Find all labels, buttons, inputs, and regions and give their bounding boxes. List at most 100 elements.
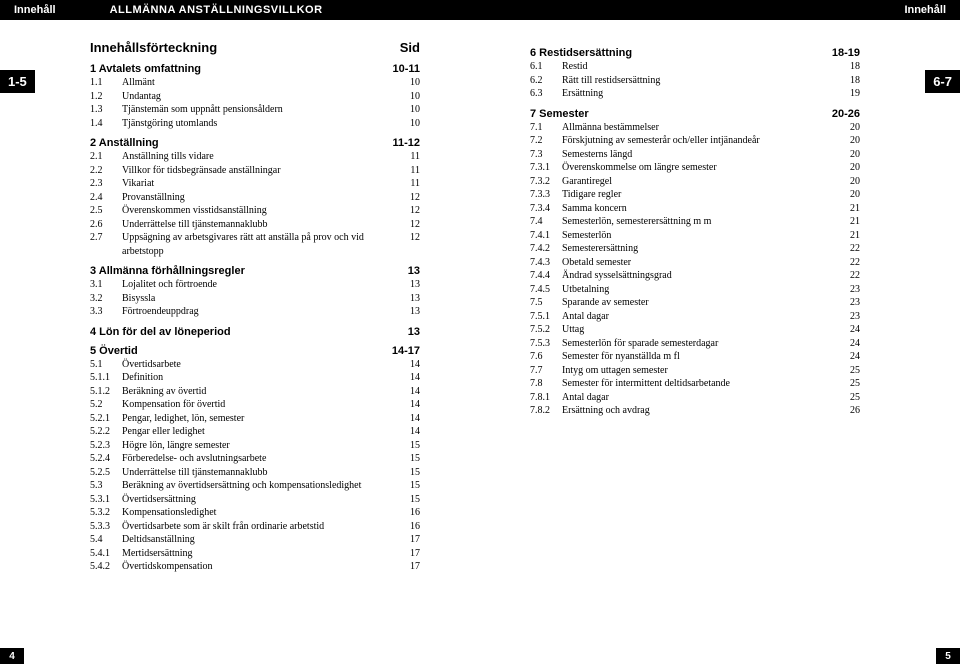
header-right: Innehåll bbox=[904, 4, 960, 16]
section-page: 18-19 bbox=[832, 47, 860, 59]
item-number: 7.2 bbox=[530, 134, 562, 148]
item-page: 10 bbox=[390, 90, 420, 104]
section-title: 3 Allmänna förhållningsregler bbox=[90, 265, 245, 277]
toc-item: 5.3Beräkning av övertidsersättning och k… bbox=[90, 479, 420, 493]
toc-item: 5.2.2Pengar eller ledighet14 bbox=[90, 425, 420, 439]
item-text: Överenskommen visstidsanställning bbox=[122, 204, 390, 218]
item-page: 21 bbox=[830, 229, 860, 243]
item-page: 23 bbox=[830, 310, 860, 324]
item-text: Intyg om uttagen semester bbox=[562, 364, 830, 378]
item-text: Semester för nyanställda m fl bbox=[562, 350, 830, 364]
toc-item: 5.2.3Högre lön, längre semester15 bbox=[90, 439, 420, 453]
toc-sid: Sid bbox=[400, 40, 420, 55]
item-page: 12 bbox=[390, 204, 420, 218]
item-page: 15 bbox=[390, 452, 420, 466]
toc-item: 5.1Övertidsarbete14 bbox=[90, 358, 420, 372]
item-page: 20 bbox=[830, 121, 860, 135]
item-text: Definition bbox=[122, 371, 390, 385]
item-page: 13 bbox=[390, 278, 420, 292]
item-text: Lojalitet och förtroende bbox=[122, 278, 390, 292]
item-text: Uppsägning av arbetsgivares rätt att ans… bbox=[122, 231, 390, 258]
item-page: 25 bbox=[830, 364, 860, 378]
item-page: 12 bbox=[390, 218, 420, 232]
tab-right: 6-7 bbox=[925, 70, 960, 93]
item-number: 2.3 bbox=[90, 177, 122, 191]
item-number: 5.3.2 bbox=[90, 506, 122, 520]
toc-item: 5.1.1Definition14 bbox=[90, 371, 420, 385]
toc-item: 3.1Lojalitet och förtroende13 bbox=[90, 278, 420, 292]
item-number: 5.3.1 bbox=[90, 493, 122, 507]
item-text: Ersättning och avdrag bbox=[562, 404, 830, 418]
item-text: Uttag bbox=[562, 323, 830, 337]
toc-item: 7.7Intyg om uttagen semester25 bbox=[530, 364, 860, 378]
item-text: Beräkning av övertid bbox=[122, 385, 390, 399]
item-number: 7.4.5 bbox=[530, 283, 562, 297]
item-text: Kompensationsledighet bbox=[122, 506, 390, 520]
item-page: 26 bbox=[830, 404, 860, 418]
item-number: 7.3.1 bbox=[530, 161, 562, 175]
toc-item: 2.5Överenskommen visstidsanställning12 bbox=[90, 204, 420, 218]
item-text: Semester för intermittent deltidsarbetan… bbox=[562, 377, 830, 391]
item-number: 7.4.2 bbox=[530, 242, 562, 256]
item-text: Deltidsanställning bbox=[122, 533, 390, 547]
section-page: 13 bbox=[408, 326, 420, 338]
section-title: 2 Anställning bbox=[90, 137, 159, 149]
item-text: Förberedelse- och avslutningsarbete bbox=[122, 452, 390, 466]
item-page: 11 bbox=[390, 177, 420, 191]
toc-item: 7.4.1Semesterlön21 bbox=[530, 229, 860, 243]
item-text: Rätt till restidsersättning bbox=[562, 74, 830, 88]
toc-item: 7.5.1Antal dagar23 bbox=[530, 310, 860, 324]
section-title: 6 Restidsersättning bbox=[530, 47, 632, 59]
toc-item: 1.1Allmänt10 bbox=[90, 76, 420, 90]
toc-item: 7.5.2Uttag24 bbox=[530, 323, 860, 337]
item-page: 23 bbox=[830, 296, 860, 310]
item-text: Antal dagar bbox=[562, 310, 830, 324]
item-page: 24 bbox=[830, 337, 860, 351]
toc-item: 7.5.3Semesterlön för sparade semesterdag… bbox=[530, 337, 860, 351]
toc-item: 7.8.1Antal dagar25 bbox=[530, 391, 860, 405]
section-title: 7 Semester bbox=[530, 108, 589, 120]
item-number: 5.4 bbox=[90, 533, 122, 547]
toc-item: 7.2Förskjutning av semesterår och/eller … bbox=[530, 134, 860, 148]
item-page: 15 bbox=[390, 479, 420, 493]
item-number: 1.4 bbox=[90, 117, 122, 131]
item-number: 3.2 bbox=[90, 292, 122, 306]
item-text: Semesterns längd bbox=[562, 148, 830, 162]
toc-item: 1.4Tjänstgöring utomlands10 bbox=[90, 117, 420, 131]
item-text: Förtroendeuppdrag bbox=[122, 305, 390, 319]
item-text: Bisyssla bbox=[122, 292, 390, 306]
item-text: Undantag bbox=[122, 90, 390, 104]
item-text: Högre lön, längre semester bbox=[122, 439, 390, 453]
section-page: 10-11 bbox=[392, 63, 420, 75]
item-number: 1.1 bbox=[90, 76, 122, 90]
toc-item: 7.4.2Semesterersättning22 bbox=[530, 242, 860, 256]
item-page: 12 bbox=[390, 231, 420, 258]
item-number: 2.4 bbox=[90, 191, 122, 205]
item-page: 18 bbox=[830, 74, 860, 88]
pages-container: 1-5 Innehållsförteckning Sid 1 Avtalets … bbox=[0, 20, 960, 640]
item-page: 22 bbox=[830, 269, 860, 283]
item-number: 7.5.1 bbox=[530, 310, 562, 324]
item-page: 25 bbox=[830, 391, 860, 405]
section-header: 5 Övertid14-17 bbox=[90, 345, 420, 357]
item-page: 11 bbox=[390, 150, 420, 164]
item-page: 23 bbox=[830, 283, 860, 297]
item-number: 2.2 bbox=[90, 164, 122, 178]
item-number: 6.1 bbox=[530, 60, 562, 74]
toc-item: 5.2.5Underrättelse till tjänstemannaklub… bbox=[90, 466, 420, 480]
item-page: 13 bbox=[390, 305, 420, 319]
item-page: 14 bbox=[390, 371, 420, 385]
toc-item: 7.6Semester för nyanställda m fl24 bbox=[530, 350, 860, 364]
item-text: Antal dagar bbox=[562, 391, 830, 405]
toc-item: 7.5Sparande av semester23 bbox=[530, 296, 860, 310]
item-page: 15 bbox=[390, 466, 420, 480]
section-title: 4 Lön för del av löneperiod bbox=[90, 326, 231, 338]
item-page: 21 bbox=[830, 202, 860, 216]
item-page: 24 bbox=[830, 350, 860, 364]
toc-item: 6.2Rätt till restidsersättning18 bbox=[530, 74, 860, 88]
item-text: Anställning tills vidare bbox=[122, 150, 390, 164]
item-text: Vikariat bbox=[122, 177, 390, 191]
item-number: 7.4.4 bbox=[530, 269, 562, 283]
toc-item: 6.3Ersättning19 bbox=[530, 87, 860, 101]
item-number: 5.1.2 bbox=[90, 385, 122, 399]
